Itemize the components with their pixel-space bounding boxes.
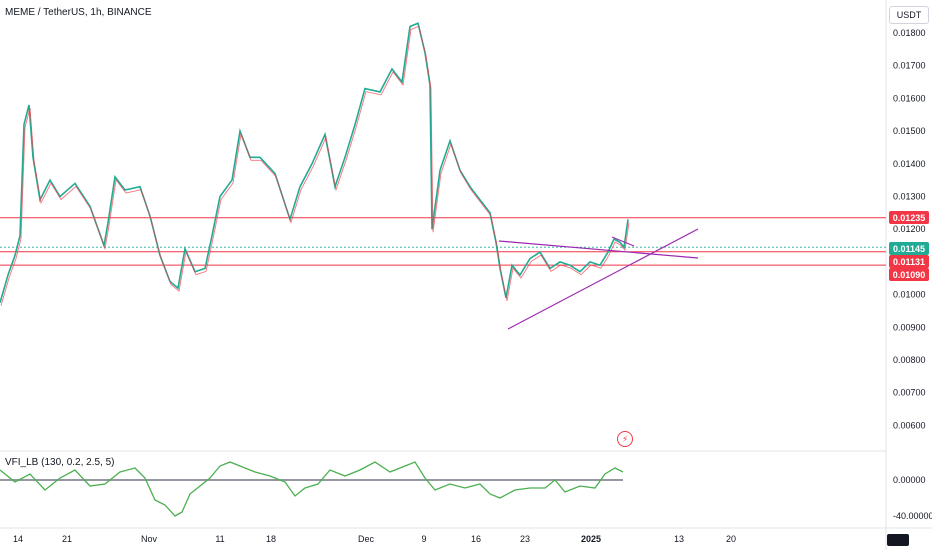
time-tick: 21 xyxy=(62,534,72,544)
time-tick: 23 xyxy=(520,534,530,544)
lightning-icon[interactable]: ⚡ xyxy=(617,431,633,447)
price-tick: 0.00900 xyxy=(893,322,926,332)
price-tick: 0.00700 xyxy=(893,388,926,398)
price-tick: 0.01500 xyxy=(893,126,926,136)
symbol-title: MEME / TetherUS, 1h, BINANCE xyxy=(5,7,152,18)
indicator-label[interactable]: VFI_LB (130, 0.2, 2.5, 5) xyxy=(5,457,115,468)
indicator-tick: -40.00000 xyxy=(893,511,932,521)
time-tick: 13 xyxy=(674,534,684,544)
price-tick: 0.01300 xyxy=(893,192,926,202)
price-tick: 0.01400 xyxy=(893,159,926,169)
trendline-upper xyxy=(498,240,699,259)
price-series-shadow xyxy=(0,25,630,306)
time-tick: 20 xyxy=(726,534,736,544)
price-tick: 0.00600 xyxy=(893,420,926,430)
time-tick: 14 xyxy=(13,534,23,544)
vfi-line xyxy=(0,461,624,517)
price-tag-support: 0.01090 xyxy=(889,268,929,281)
time-tick: 2025 xyxy=(581,534,601,544)
time-tick: 18 xyxy=(266,534,276,544)
price-tag-resistance: 0.01235 xyxy=(889,211,929,224)
time-tick: 9 xyxy=(421,534,426,544)
price-tick: 0.01200 xyxy=(893,224,926,234)
trendline-lower xyxy=(507,228,699,330)
currency-button[interactable]: USDT xyxy=(889,6,929,24)
price-tag-current: 0.01145 xyxy=(889,242,929,255)
price-series xyxy=(0,22,629,304)
price-tick: 0.01800 xyxy=(893,28,926,38)
time-tick: Dec xyxy=(358,534,375,544)
time-tick: Nov xyxy=(141,534,158,544)
price-tick: 0.01600 xyxy=(893,93,926,103)
tradingview-logo-icon[interactable] xyxy=(887,534,909,546)
trendline-short xyxy=(611,236,635,247)
price-tick: 0.01000 xyxy=(893,290,926,300)
price-tick: 0.01700 xyxy=(893,61,926,71)
price-tick: 0.00800 xyxy=(893,355,926,365)
indicator-tick: 0.00000 xyxy=(893,475,926,485)
time-tick: 11 xyxy=(215,534,224,544)
time-tick: 16 xyxy=(471,534,481,544)
price-tag-level: 0.01131 xyxy=(889,255,929,268)
